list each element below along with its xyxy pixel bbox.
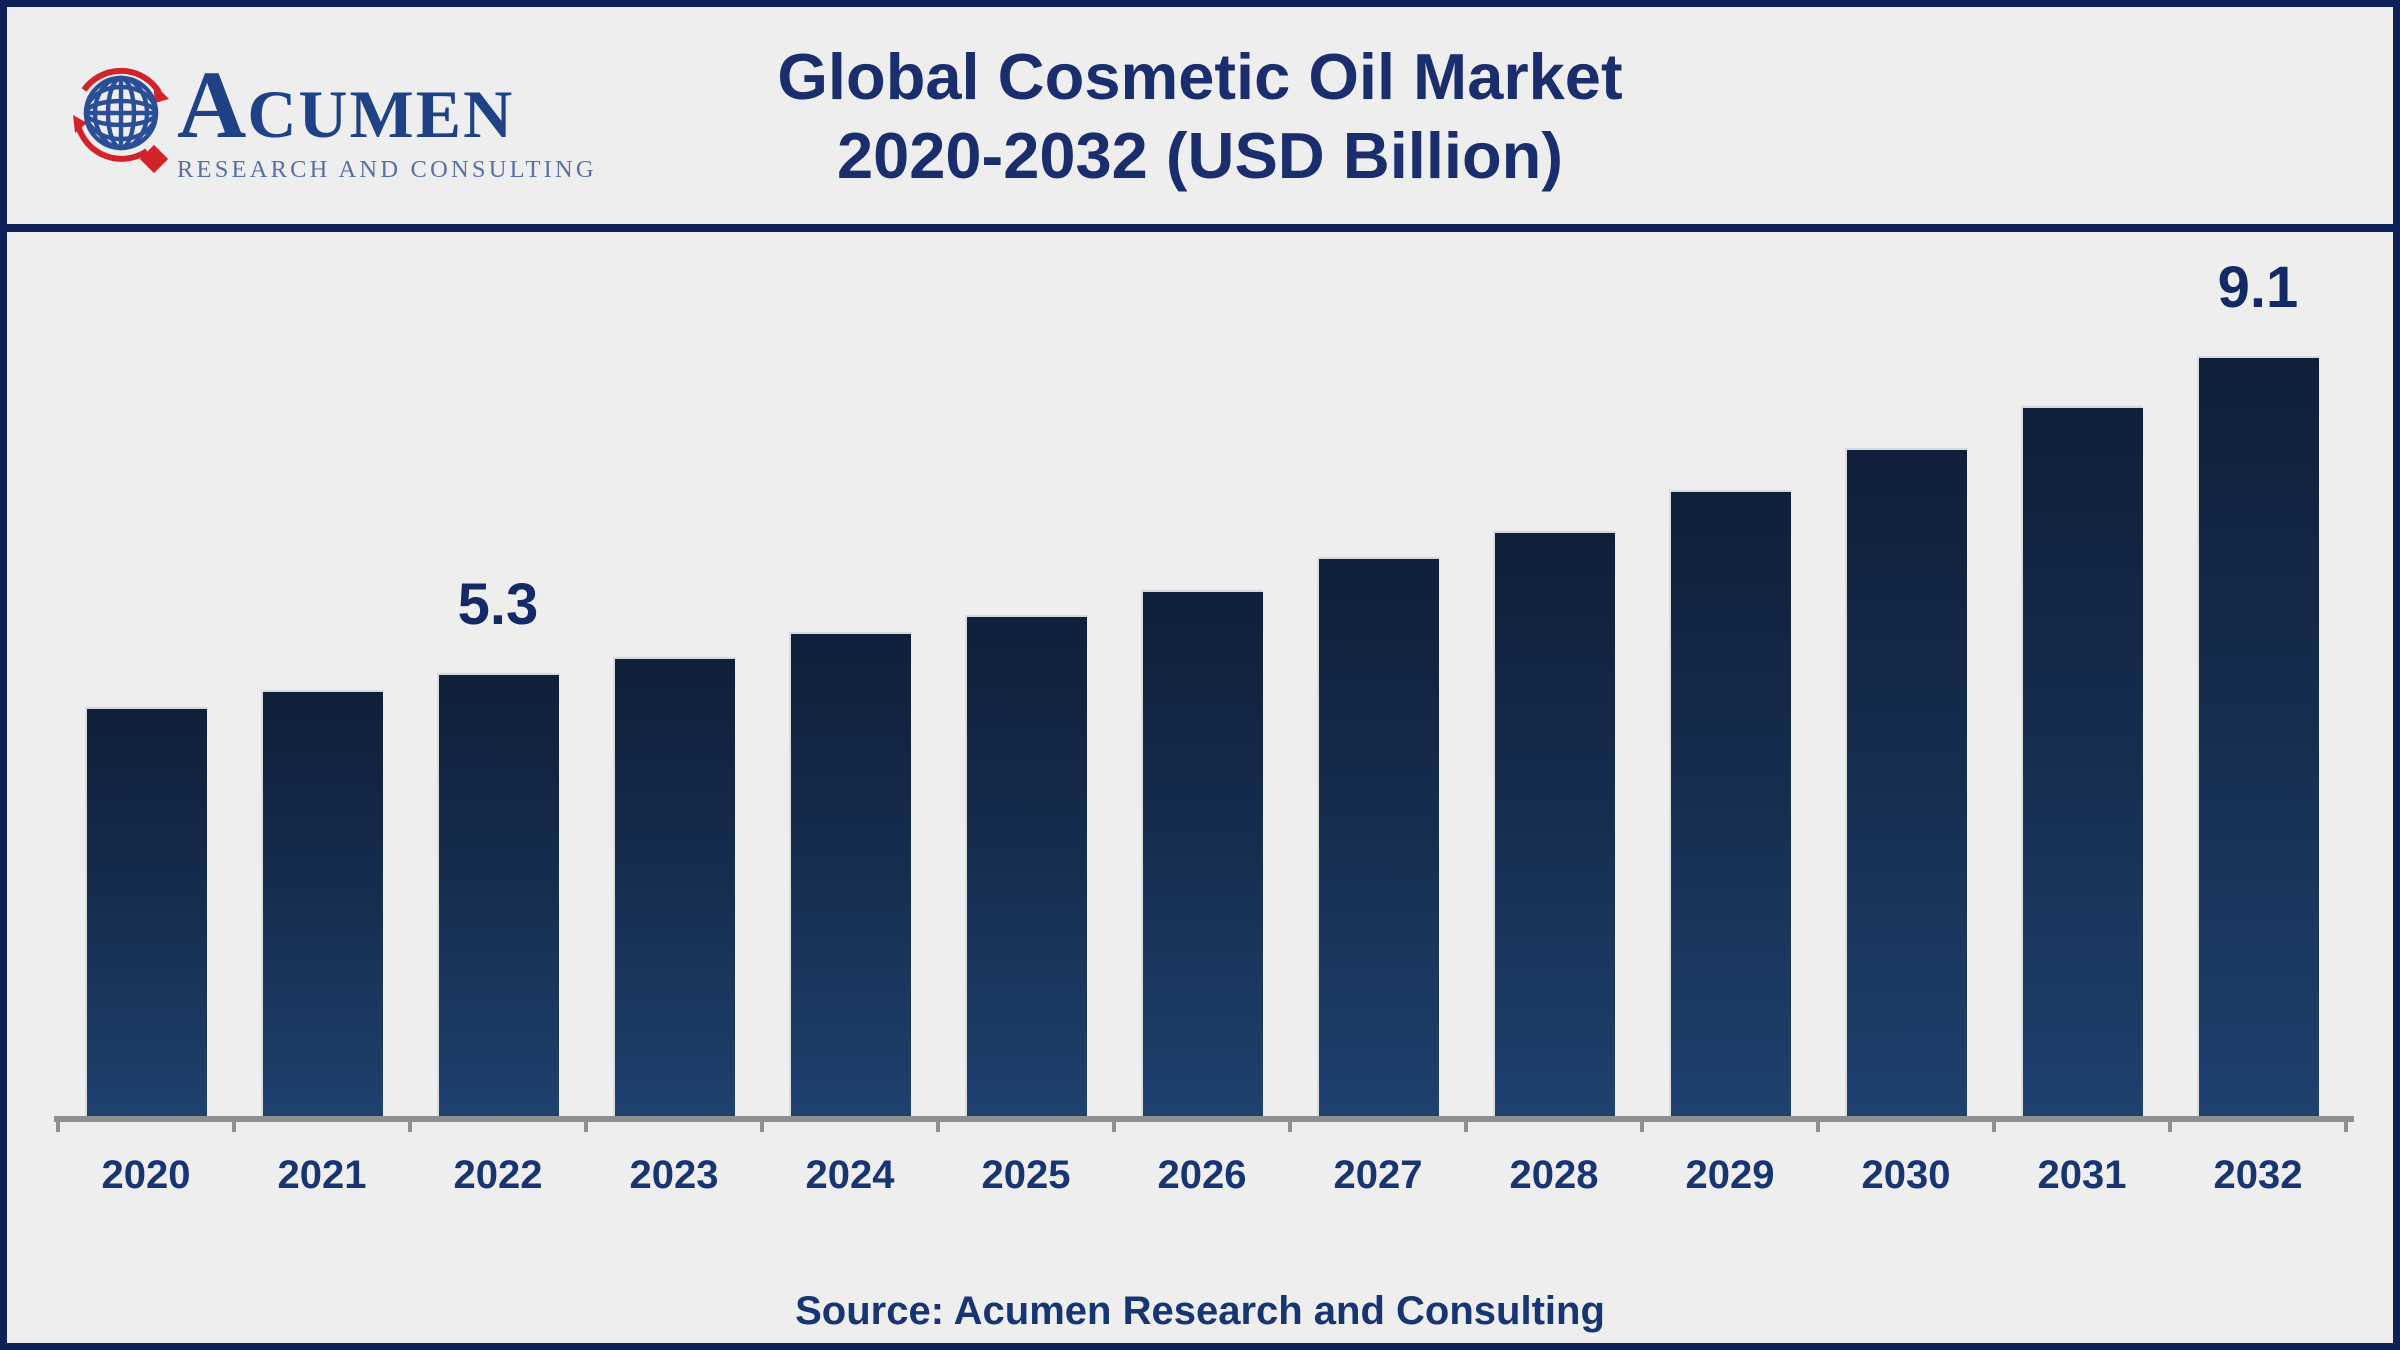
x-tick-label-2021: 2021: [277, 1153, 367, 1197]
x-tick-label-2025: 2025: [981, 1153, 1071, 1197]
bar-2023: [613, 657, 735, 1116]
x-tick-label-2024: 2024: [805, 1153, 895, 1197]
arrowhead-left: [73, 115, 87, 133]
brand-initial: A: [177, 51, 248, 158]
globe-wireframe: [83, 75, 159, 151]
x-axis-tick: [1640, 1122, 1644, 1132]
x-tick-label-2020: 2020: [101, 1153, 191, 1197]
bar-2032: [2197, 356, 2319, 1116]
x-tick-label-2029: 2029: [1685, 1153, 1775, 1197]
x-axis-tick: [408, 1122, 412, 1132]
bar-chart: 2020 2021 2022 5.3 2023 2024 2025 2026 2027 2028 2…: [7, 7, 2393, 1343]
bar-2025: [965, 615, 1087, 1116]
brand-rest: CUMEN: [247, 76, 515, 152]
chart-title-line1: Global Cosmetic Oil Market: [777, 40, 1623, 113]
bar-2024: [789, 632, 911, 1116]
bar-2029: [1669, 490, 1791, 1116]
x-axis-tick: [936, 1122, 940, 1132]
acumen-logo: ACUMEN RESEARCH AND CONSULTING: [65, 57, 594, 197]
bar-2030: [1845, 448, 1967, 1116]
x-axis-tick: [1464, 1122, 1468, 1132]
bar-2028: [1493, 531, 1615, 1116]
brand-tagline: RESEARCH AND CONSULTING: [177, 156, 597, 183]
x-axis-line: [54, 1116, 2354, 1122]
x-axis-tick: [584, 1122, 588, 1132]
bar-2021: [261, 690, 383, 1116]
x-tick-label-2027: 2027: [1333, 1153, 1423, 1197]
value-label-2022: 5.3: [457, 572, 539, 637]
x-axis-tick: [1992, 1122, 1996, 1132]
logo-text: ACUMEN RESEARCH AND CONSULTING: [177, 57, 597, 184]
bar-2026: [1141, 590, 1263, 1116]
x-tick-label-2032: 2032: [2213, 1153, 2303, 1197]
chart-title: Global Cosmetic Oil Market 2020-2032 (US…: [7, 7, 2393, 196]
chart-title-line2: 2020-2032 (USD Billion): [836, 119, 1564, 193]
x-axis-tick: [2168, 1122, 2172, 1132]
x-axis-tick: [56, 1122, 60, 1132]
x-axis-tick: [1816, 1122, 1820, 1132]
source-text: Source: Acumen Research and Consulting: [795, 1289, 1605, 1333]
red-arrows-icon: [75, 67, 162, 162]
x-tick-label-2022: 2022: [453, 1153, 543, 1197]
globe-icon: [73, 67, 169, 174]
x-axis-tick: [1288, 1122, 1292, 1132]
bar-2022: [437, 673, 559, 1116]
header: Global Cosmetic Oil Market 2020-2032 (US…: [7, 7, 2393, 232]
x-tick-label-2023: 2023: [629, 1153, 719, 1197]
x-tick-label-2026: 2026: [1157, 1153, 1247, 1197]
x-axis-tick: [232, 1122, 236, 1132]
x-axis-tick: [2344, 1122, 2348, 1132]
bar-2020: [85, 707, 207, 1116]
value-label-2032: 9.1: [2217, 255, 2299, 320]
brand-name: ACUMEN: [177, 57, 597, 162]
x-tick-label-2030: 2030: [1861, 1153, 1951, 1197]
x-tick-label-2031: 2031: [2037, 1153, 2127, 1197]
bar-2027: [1317, 557, 1439, 1116]
x-tick-label-2028: 2028: [1509, 1153, 1599, 1197]
bar-2031: [2021, 406, 2143, 1116]
x-axis-tick: [760, 1122, 764, 1132]
arrowhead-right: [153, 83, 169, 103]
x-axis-tick: [1112, 1122, 1116, 1132]
